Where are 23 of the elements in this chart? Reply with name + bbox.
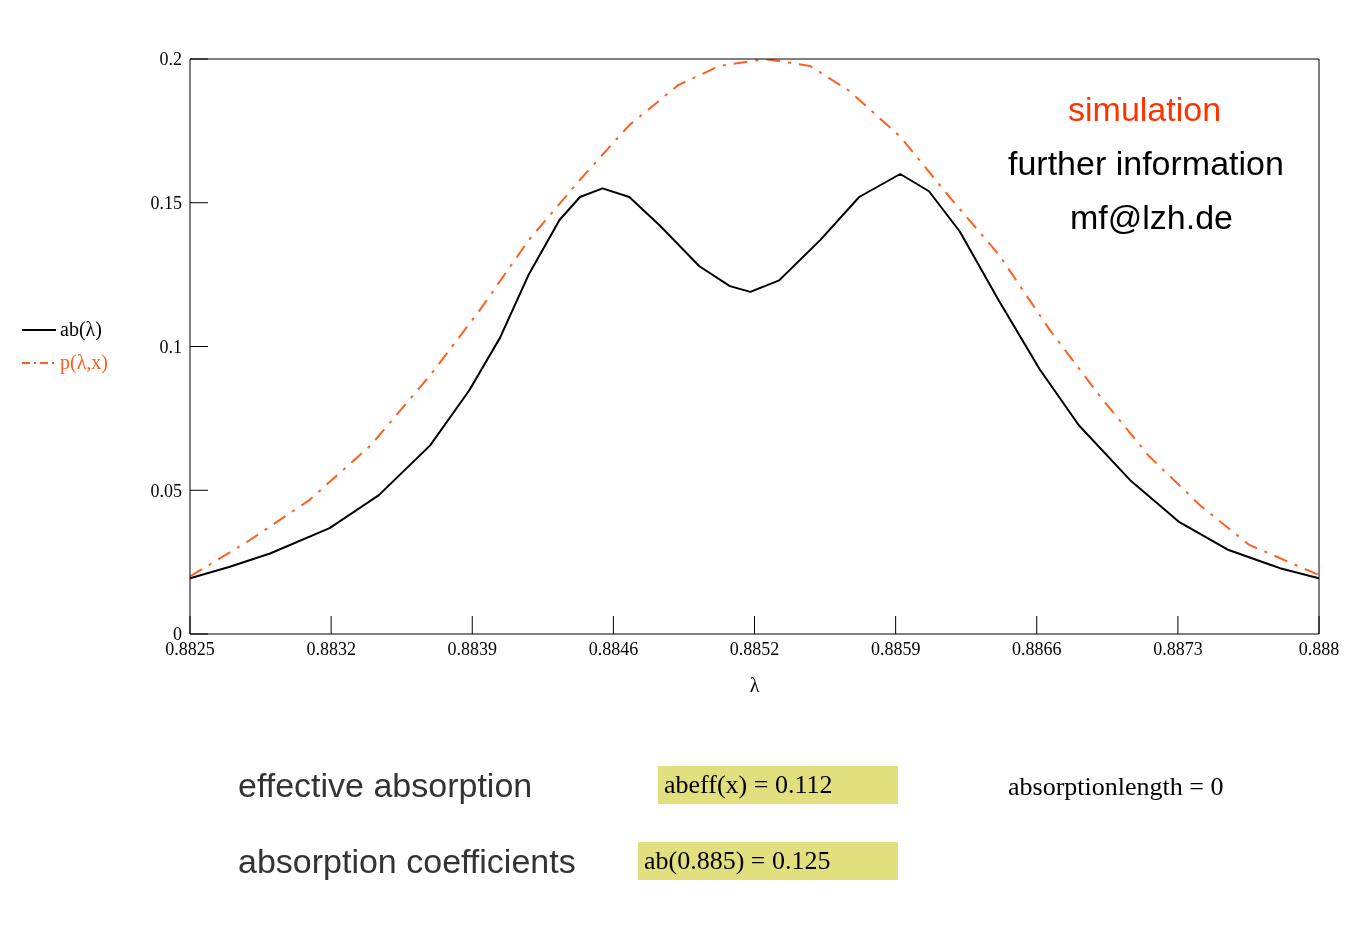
text: ab(0.885) = 0.125 bbox=[638, 842, 898, 880]
x-axis-title: λ bbox=[749, 674, 760, 696]
annotation: mf@lzh.de bbox=[1070, 198, 1234, 237]
annotation: simulation bbox=[1068, 90, 1222, 129]
text: absorption coefficients bbox=[238, 842, 576, 881]
x-tick-label: 0.8839 bbox=[447, 638, 497, 659]
legend-label: ab(λ) bbox=[60, 318, 102, 341]
x-tick-label: 0.888 bbox=[1298, 638, 1340, 659]
x-tick-label: 0.8832 bbox=[306, 638, 356, 659]
y-tick-label: 0.15 bbox=[150, 193, 182, 214]
annotation: further information bbox=[1008, 144, 1284, 183]
x-tick-label: 0.8852 bbox=[729, 638, 780, 659]
text: effective absorption bbox=[238, 766, 533, 805]
y-tick-label: 0.05 bbox=[150, 480, 182, 501]
text: absorptionlength = 0 bbox=[1008, 772, 1224, 802]
x-tick-label: 0.8866 bbox=[1012, 638, 1062, 659]
y-tick-label: 0.1 bbox=[159, 336, 182, 357]
text: abeff(x) = 0.112 bbox=[658, 766, 898, 804]
legend-label: p(λ,x) bbox=[60, 351, 109, 374]
x-tick-label: 0.8859 bbox=[870, 638, 921, 659]
y-tick-label: 0.2 bbox=[159, 49, 182, 70]
x-tick-label: 0.8846 bbox=[588, 638, 639, 659]
x-tick-label: 0.8873 bbox=[1153, 638, 1203, 659]
